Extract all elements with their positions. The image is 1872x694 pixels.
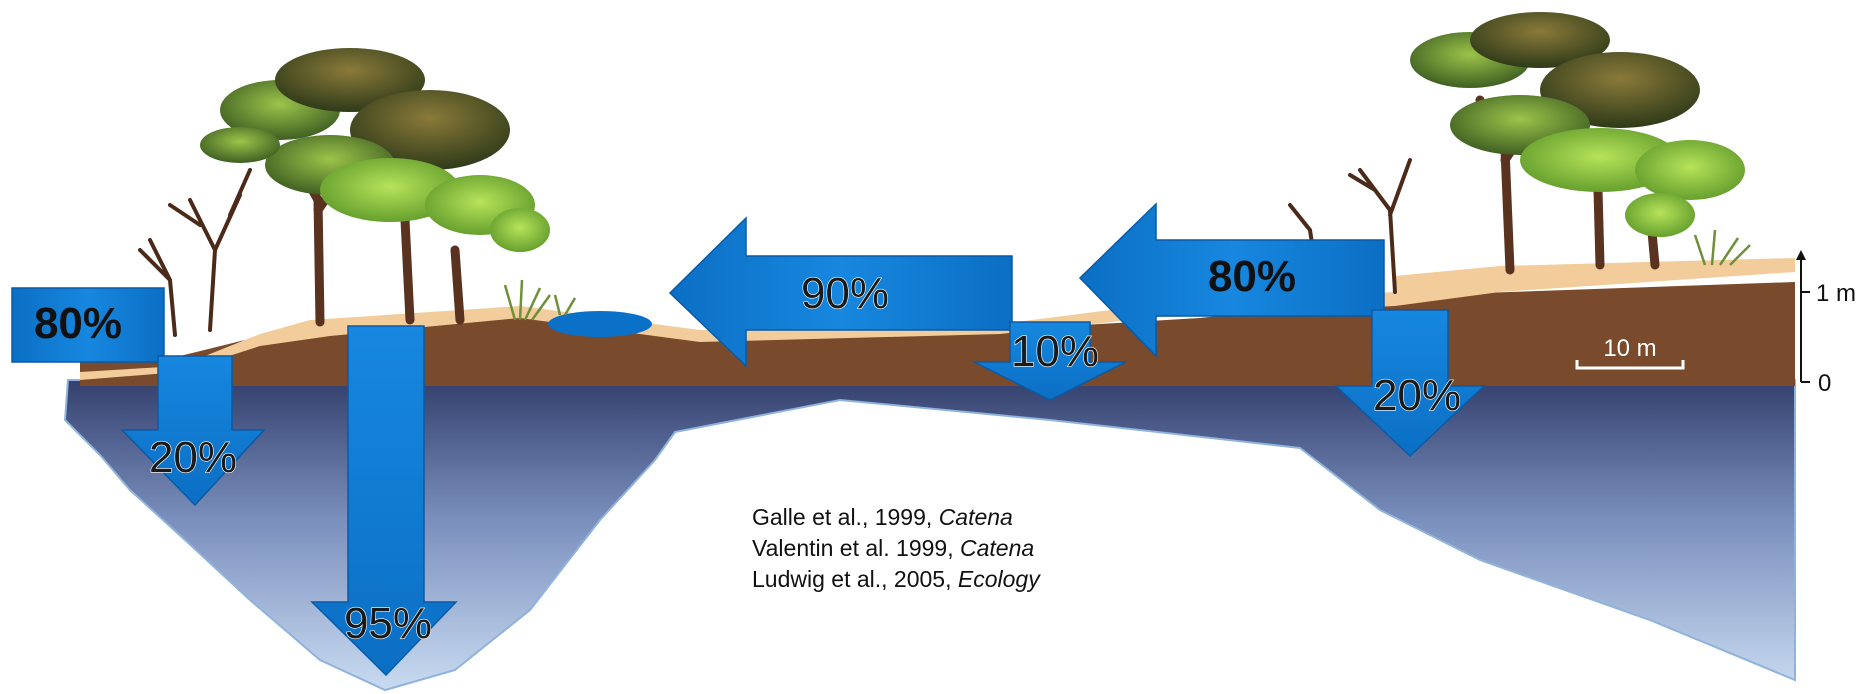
runoff-right-arrow: 80% [1078, 202, 1385, 358]
middle-infiltration-arrow: 10% [973, 321, 1127, 401]
middle-infiltration-label: 10% [1011, 327, 1099, 376]
references-block: Galle et al., 1999, Catena Valentin et a… [752, 502, 1040, 595]
reference-line: Valentin et al. 1999, Catena [752, 533, 1040, 564]
tree-canopy-icon [1410, 12, 1745, 237]
sand-crust [80, 258, 1795, 380]
reference-line: Galle et al., 1999, Catena [752, 502, 1040, 533]
deep-infiltration-arrow: 95% [310, 325, 458, 677]
runoff-right-label: 80% [1208, 252, 1296, 301]
vertical-scale-bottom-label: 0 [1818, 370, 1831, 397]
horizontal-scale-bar: 10 m [1575, 335, 1685, 370]
deep-infiltration-label: 95% [344, 599, 432, 648]
reference-authors: Galle et al., 1999, [752, 504, 939, 530]
left-vegetation-band [138, 48, 577, 337]
reference-authors: Ludwig et al., 2005, [752, 566, 958, 592]
left-infiltration-label: 20% [149, 433, 237, 482]
vertical-scale-bar: 1 m 0 [1796, 250, 1856, 397]
horizontal-scale-label: 10 m [1603, 335, 1656, 362]
surface-pond [548, 311, 652, 337]
grass-tuft-icon [1693, 229, 1751, 266]
runoff-middle-label: 90% [801, 269, 889, 318]
runoff-middle-arrow: 90% [668, 216, 1013, 368]
reference-authors: Valentin et al. 1999, [752, 535, 960, 561]
dead-tree-icon [138, 168, 252, 337]
reference-journal: Catena [960, 535, 1035, 561]
left-edge-inflow-arrow: 80% [11, 287, 165, 363]
right-infiltration-label: 20% [1373, 371, 1461, 420]
right-infiltration-arrow: 20% [1334, 309, 1486, 458]
right-vegetation-band [1288, 12, 1751, 300]
left-infiltration-arrow: 20% [120, 355, 266, 507]
vertical-scale-top-label: 1 m [1816, 280, 1856, 307]
reference-journal: Ecology [957, 566, 1040, 592]
left-edge-inflow-label: 80% [34, 299, 122, 348]
reference-line: Ludwig et al., 2005, Ecology [752, 564, 1040, 595]
tree-canopy-icon [200, 48, 550, 252]
grass-tuft-icon [503, 279, 577, 321]
groundwater-body [63, 379, 1796, 692]
reference-journal: Catena [938, 504, 1013, 530]
